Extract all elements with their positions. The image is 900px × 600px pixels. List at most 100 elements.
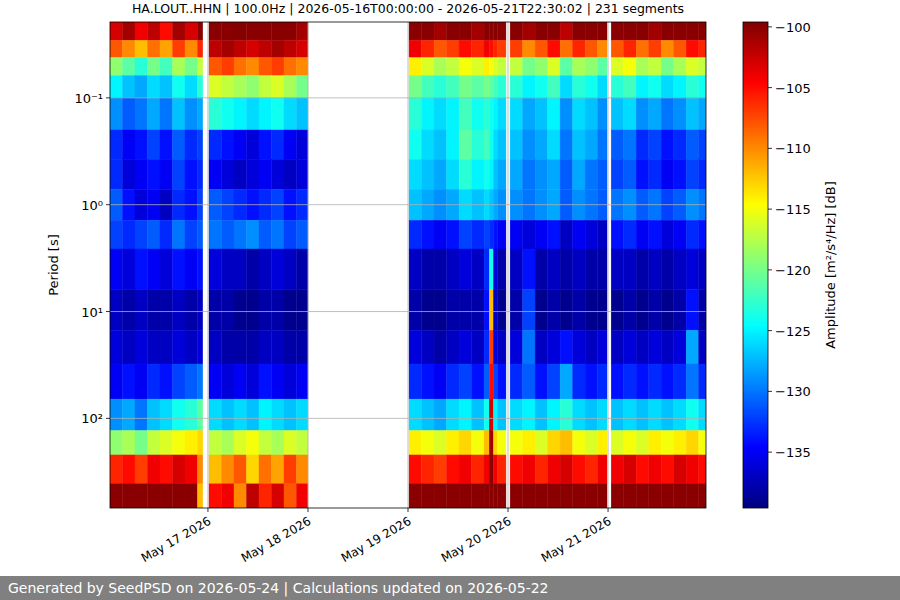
- cell: [585, 160, 598, 190]
- cell: [272, 399, 285, 430]
- cell: [185, 58, 198, 76]
- cell: [135, 98, 148, 130]
- cell: [573, 98, 586, 130]
- cell: [686, 130, 699, 160]
- cell: [661, 399, 674, 430]
- cell: [234, 455, 247, 484]
- cell: [560, 98, 573, 130]
- cell: [409, 455, 422, 484]
- cell: [173, 484, 186, 508]
- cell: [498, 160, 506, 190]
- cell: [459, 220, 472, 249]
- cell: [661, 484, 674, 508]
- cell: [434, 130, 447, 160]
- cell: [447, 455, 460, 484]
- cell: [185, 40, 198, 57]
- cell: [173, 289, 186, 330]
- cell: [523, 40, 536, 57]
- x-tick-label: May 17 2026: [139, 514, 214, 565]
- cell: [472, 399, 485, 430]
- cell: [573, 330, 586, 364]
- cell: [447, 289, 460, 330]
- cell: [110, 220, 123, 249]
- cell: [523, 289, 536, 330]
- cell: [489, 484, 493, 508]
- cell: [686, 22, 699, 40]
- cell: [598, 249, 607, 289]
- cell: [160, 249, 173, 289]
- cell: [472, 455, 485, 484]
- cell: [160, 22, 173, 40]
- cell: [198, 289, 203, 330]
- cell: [573, 455, 586, 484]
- cell: [498, 76, 506, 98]
- cell: [674, 130, 687, 160]
- cell: [459, 289, 472, 330]
- cell: [624, 484, 637, 508]
- cell: [198, 130, 203, 160]
- cell: [160, 130, 173, 160]
- cell: [221, 289, 234, 330]
- cell: [284, 58, 297, 76]
- cell: [535, 431, 548, 455]
- cell: [221, 58, 234, 76]
- cell: [272, 76, 285, 98]
- cell: [498, 455, 506, 484]
- cell: [459, 22, 472, 40]
- cell: [560, 249, 573, 289]
- cell: [173, 98, 186, 130]
- cell: [661, 431, 674, 455]
- cell: [649, 330, 662, 364]
- cell: [409, 330, 422, 364]
- cell: [148, 455, 161, 484]
- cell: [459, 399, 472, 430]
- cell: [535, 160, 548, 190]
- x-tick: [508, 508, 509, 512]
- cell: [493, 249, 497, 289]
- cell: [472, 130, 485, 160]
- cell: [686, 58, 699, 76]
- cell: [699, 40, 706, 57]
- cell: [234, 364, 247, 399]
- cell: [686, 399, 699, 430]
- cell: [548, 220, 561, 249]
- cell: [484, 249, 489, 289]
- cell: [674, 399, 687, 430]
- cell: [272, 249, 285, 289]
- cell: [434, 484, 447, 508]
- cell: [123, 76, 136, 98]
- cell: [560, 399, 573, 430]
- cell: [484, 220, 489, 249]
- cell: [434, 40, 447, 57]
- cell: [160, 289, 173, 330]
- cell: [148, 160, 161, 190]
- cell: [493, 399, 497, 430]
- cell: [135, 431, 148, 455]
- colorbar-tick: [768, 452, 772, 453]
- cell: [493, 289, 497, 330]
- y-tick-label: 10¹: [81, 305, 103, 320]
- cell: [686, 98, 699, 130]
- cell: [173, 330, 186, 364]
- cell: [434, 160, 447, 190]
- cell: [272, 130, 285, 160]
- cell: [198, 98, 203, 130]
- cell: [598, 330, 607, 364]
- cell: [422, 58, 435, 76]
- cell: [259, 22, 272, 40]
- cell: [209, 130, 222, 160]
- cell: [110, 40, 123, 57]
- cell: [484, 431, 489, 455]
- cell: [548, 130, 561, 160]
- cell: [297, 220, 308, 249]
- cell: [548, 40, 561, 57]
- cell: [297, 160, 308, 190]
- cell: [498, 58, 506, 76]
- cell: [209, 364, 222, 399]
- cell: [535, 484, 548, 508]
- cell: [510, 58, 523, 76]
- cell: [160, 98, 173, 130]
- cell: [135, 130, 148, 160]
- cell: [148, 130, 161, 160]
- cell: [585, 22, 598, 40]
